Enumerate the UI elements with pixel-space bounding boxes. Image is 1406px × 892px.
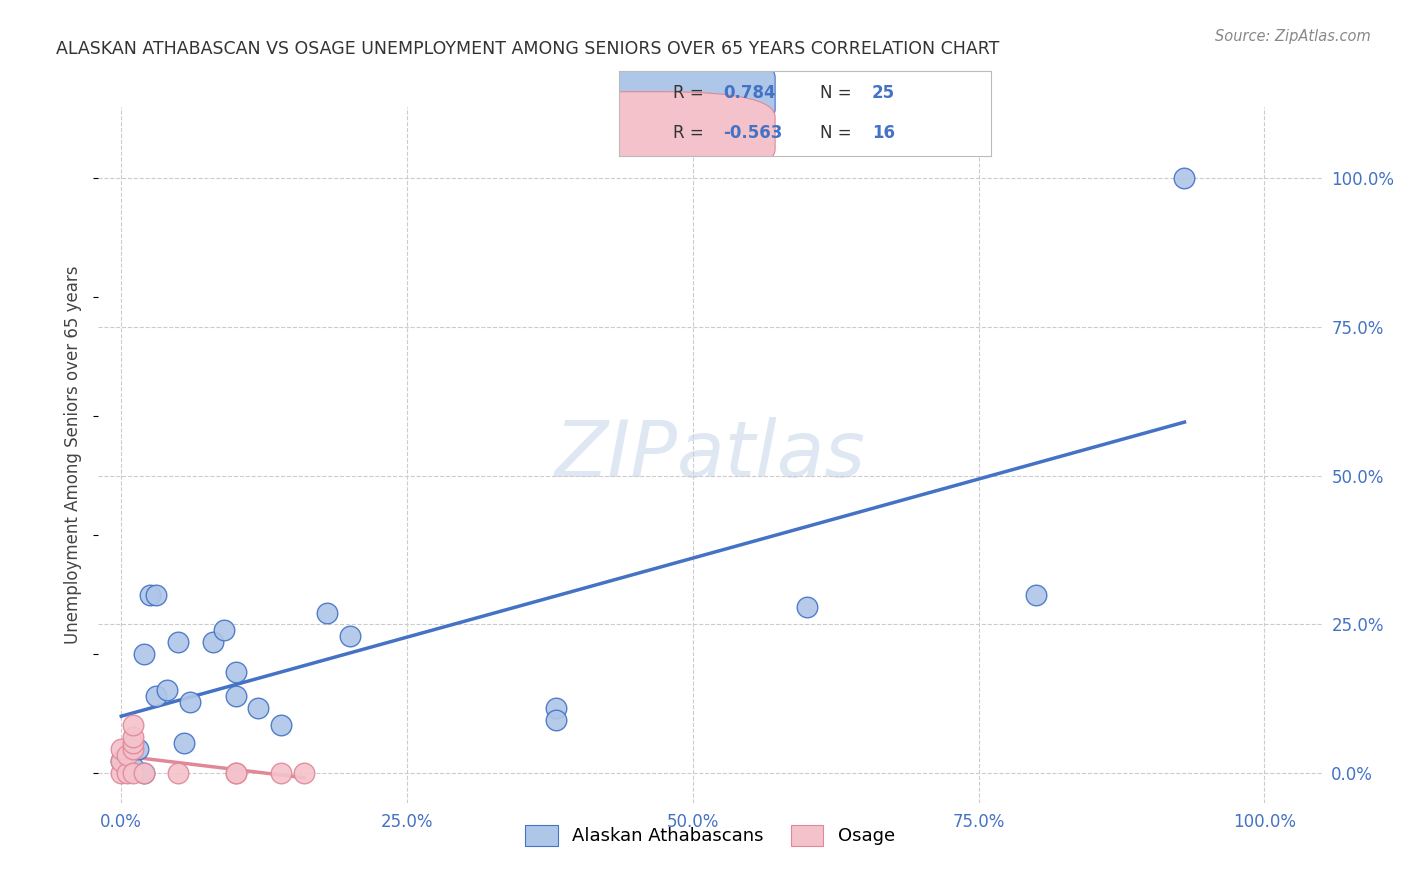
Point — [121, 766, 143, 780]
Point — [134, 766, 156, 780]
Point — [110, 754, 132, 768]
Point — [212, 624, 235, 638]
Text: -0.563: -0.563 — [723, 124, 782, 142]
Point — [121, 742, 143, 756]
Point — [1025, 588, 1047, 602]
Text: 25: 25 — [872, 85, 896, 103]
Text: R =: R = — [672, 124, 709, 142]
Point — [127, 742, 149, 756]
Point — [121, 731, 143, 745]
Point — [316, 606, 339, 620]
Point — [225, 665, 247, 679]
Point — [292, 766, 315, 780]
Point — [121, 760, 143, 774]
Point — [134, 766, 156, 780]
Point — [156, 682, 179, 697]
Point — [121, 736, 143, 750]
Text: R =: R = — [672, 85, 709, 103]
Point — [270, 766, 292, 780]
Text: ALASKAN ATHABASCAN VS OSAGE UNEMPLOYMENT AMONG SENIORS OVER 65 YEARS CORRELATION: ALASKAN ATHABASCAN VS OSAGE UNEMPLOYMENT… — [56, 40, 1000, 58]
Text: N =: N = — [820, 85, 856, 103]
FancyBboxPatch shape — [516, 52, 775, 135]
Point — [225, 766, 247, 780]
Text: Source: ZipAtlas.com: Source: ZipAtlas.com — [1215, 29, 1371, 44]
Point — [173, 736, 195, 750]
Text: ZIPatlas: ZIPatlas — [554, 417, 866, 493]
Point — [110, 754, 132, 768]
Text: 16: 16 — [872, 124, 896, 142]
Point — [145, 689, 167, 703]
Point — [225, 766, 247, 780]
Point — [167, 635, 190, 649]
Text: 0.784: 0.784 — [723, 85, 776, 103]
Point — [339, 629, 361, 643]
Point — [167, 766, 190, 780]
Point — [247, 700, 270, 714]
Point — [145, 588, 167, 602]
Point — [115, 748, 138, 763]
FancyBboxPatch shape — [516, 92, 775, 175]
Point — [121, 718, 143, 732]
Text: N =: N = — [820, 124, 856, 142]
Point — [796, 599, 818, 614]
Point — [115, 766, 138, 780]
Point — [1173, 171, 1195, 186]
Point — [201, 635, 224, 649]
Point — [110, 742, 132, 756]
Legend: Alaskan Athabascans, Osage: Alaskan Athabascans, Osage — [517, 818, 903, 853]
Point — [139, 588, 162, 602]
Point — [270, 718, 292, 732]
Y-axis label: Unemployment Among Seniors over 65 years: Unemployment Among Seniors over 65 years — [65, 266, 83, 644]
Point — [110, 766, 132, 780]
Point — [544, 713, 567, 727]
Point — [544, 700, 567, 714]
Point — [179, 695, 201, 709]
Point — [225, 689, 247, 703]
Point — [134, 647, 156, 661]
